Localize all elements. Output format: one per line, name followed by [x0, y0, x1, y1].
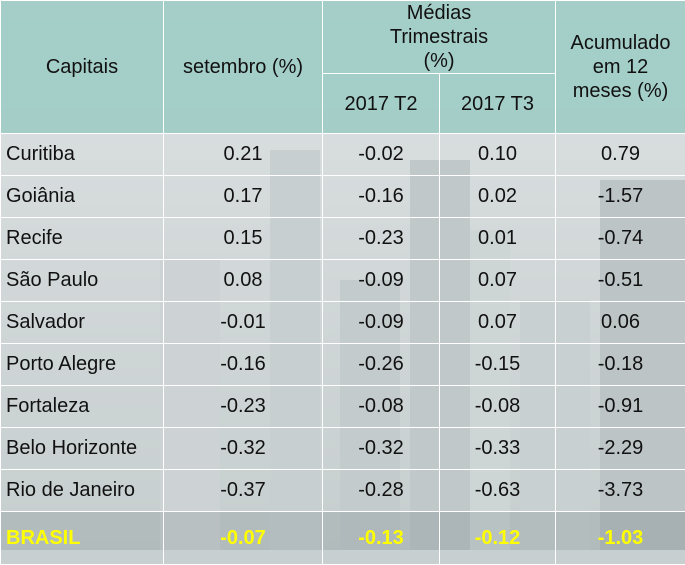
value-cell: -0.18 [556, 344, 685, 386]
value-cell: -0.26 [323, 344, 440, 386]
value-cell: -0.16 [164, 344, 323, 386]
city-cell: Goiânia [1, 176, 164, 218]
city-cell: Porto Alegre [1, 344, 164, 386]
value-cell: -3.73 [556, 470, 685, 512]
table-row: Porto Alegre-0.16-0.26-0.15-0.18 [1, 344, 685, 386]
value-cell: 0.01 [440, 218, 556, 260]
value-cell: -0.09 [323, 302, 440, 344]
value-cell: 0.21 [164, 134, 323, 176]
city-cell: São Paulo [1, 260, 164, 302]
value-cell: 0.08 [164, 260, 323, 302]
city-cell: Fortaleza [1, 386, 164, 428]
value-cell: -2.29 [556, 428, 685, 470]
value-cell: -0.15 [440, 344, 556, 386]
value-cell: -0.13 [323, 512, 440, 565]
value-cell: -0.02 [323, 134, 440, 176]
value-cell: -0.09 [323, 260, 440, 302]
header-cell: Acumulado em 12 meses (%) [556, 1, 685, 134]
value-cell: -0.23 [164, 386, 323, 428]
value-cell: -0.07 [164, 512, 323, 565]
value-cell: -0.12 [440, 512, 556, 565]
value-cell: 0.07 [440, 302, 556, 344]
header-cell: 2017 T2 [323, 74, 440, 134]
value-cell: 0.79 [556, 134, 685, 176]
value-cell: -0.33 [440, 428, 556, 470]
header-cell: Médias Trimestrais (%) [323, 1, 556, 74]
value-cell: -0.08 [440, 386, 556, 428]
value-cell: -0.16 [323, 176, 440, 218]
city-cell: BRASIL [1, 512, 164, 565]
city-cell: Curitiba [1, 134, 164, 176]
table-row: BRASIL-0.07-0.13-0.12-1.03 [1, 512, 685, 565]
value-cell: -0.91 [556, 386, 685, 428]
value-cell: 0.17 [164, 176, 323, 218]
page: Capitais setembro (%) Médias Trimestrais… [0, 0, 685, 550]
header-cell: setembro (%) [164, 1, 323, 134]
value-cell: 0.06 [556, 302, 685, 344]
value-cell: 0.02 [440, 176, 556, 218]
value-cell: -0.23 [323, 218, 440, 260]
value-cell: -0.51 [556, 260, 685, 302]
value-cell: 0.15 [164, 218, 323, 260]
city-cell: Belo Horizonte [1, 428, 164, 470]
value-cell: -1.03 [556, 512, 685, 565]
city-cell: Rio de Janeiro [1, 470, 164, 512]
city-cell: Recife [1, 218, 164, 260]
value-cell: -0.74 [556, 218, 685, 260]
table-row: Belo Horizonte-0.32-0.32-0.33-2.29 [1, 428, 685, 470]
value-cell: -0.28 [323, 470, 440, 512]
value-cell: -0.08 [323, 386, 440, 428]
value-cell: -0.37 [164, 470, 323, 512]
header-cell: 2017 T3 [440, 74, 556, 134]
value-cell: -0.01 [164, 302, 323, 344]
table-row: Rio de Janeiro-0.37-0.28-0.63-3.73 [1, 470, 685, 512]
value-cell: 0.10 [440, 134, 556, 176]
value-cell: -0.32 [164, 428, 323, 470]
header-cell: Capitais [1, 1, 164, 134]
value-cell: -0.63 [440, 470, 556, 512]
table-row: Fortaleza-0.23-0.08-0.08-0.91 [1, 386, 685, 428]
city-cell: Salvador [1, 302, 164, 344]
value-cell: -1.57 [556, 176, 685, 218]
value-cell: 0.07 [440, 260, 556, 302]
value-cell: -0.32 [323, 428, 440, 470]
